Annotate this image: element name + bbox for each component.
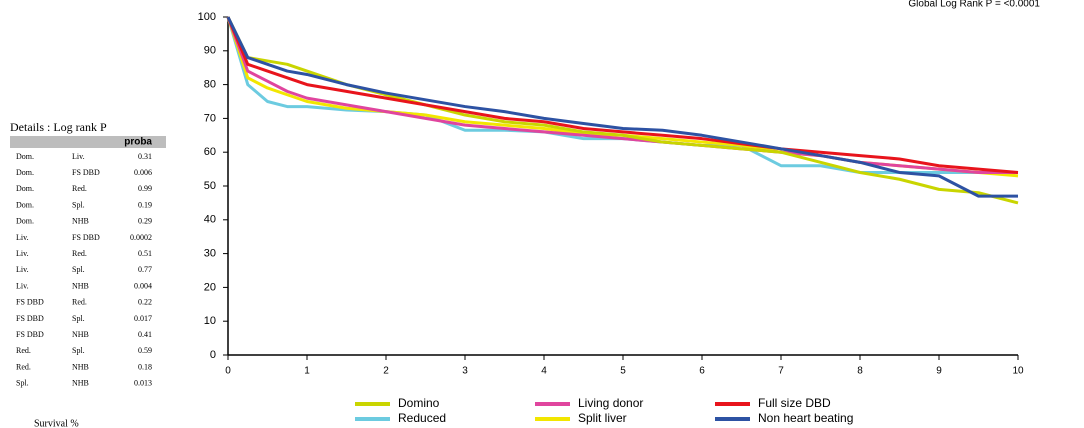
table-title: Details : Log rank P <box>10 120 107 134</box>
table-cell: 0.22 <box>138 298 152 307</box>
table-cell: FS DBD <box>16 298 44 307</box>
y-tick-label: 10 <box>204 315 216 327</box>
table-cell: Liv. <box>16 233 29 242</box>
legend-label: Split liver <box>578 411 627 425</box>
legend-label: Reduced <box>398 411 446 425</box>
survival-line <box>226 16 1018 174</box>
x-tick-label: 4 <box>541 366 547 377</box>
y-tick-label: 50 <box>204 180 216 192</box>
y-label: Survival % <box>34 418 79 428</box>
legend-label: Non heart beating <box>758 411 853 425</box>
table-cell: NHB <box>72 330 89 339</box>
table-cell: 0.41 <box>138 330 152 339</box>
table-cell: FS DBD <box>72 168 100 177</box>
table-cell: Liv. <box>72 152 85 161</box>
x-tick-label: 3 <box>462 366 468 377</box>
table-cell: 0.51 <box>138 249 152 258</box>
table-cell: Liv. <box>16 281 29 290</box>
x-tick-label: 10 <box>1012 366 1024 377</box>
table-header-bar <box>10 136 166 148</box>
legend-label: Full size DBD <box>758 396 831 410</box>
legend-label: Living donor <box>578 396 643 410</box>
survival-line <box>226 16 1018 198</box>
table-cell: Red. <box>72 298 87 307</box>
table-cell: 0.19 <box>138 200 152 209</box>
survival-line <box>226 16 1019 205</box>
y-tick-label: 40 <box>204 214 216 226</box>
table-cell: 0.017 <box>134 314 152 323</box>
table-cell: NHB <box>72 217 89 226</box>
table-cell: Spl. <box>16 379 29 388</box>
table-cell: Liv. <box>16 249 29 258</box>
survival-line <box>226 16 1018 174</box>
table-cell: Red. <box>72 184 87 193</box>
table-cell: Red. <box>16 346 31 355</box>
table-cell: NHB <box>72 281 89 290</box>
legend-label: Domino <box>398 396 440 410</box>
x-tick-label: 1 <box>304 366 310 377</box>
table-cell: 0.0002 <box>130 233 152 242</box>
annotation: Global Log Rank P = <0.0001 <box>908 0 1040 10</box>
table-cell: Dom. <box>16 152 34 161</box>
table-cell: Dom. <box>16 168 34 177</box>
table-cell: 0.59 <box>138 346 152 355</box>
table-cell: NHB <box>72 379 89 388</box>
table-cell: FS DBD <box>72 233 100 242</box>
table-cell: Dom. <box>16 217 34 226</box>
table-cell: Spl. <box>72 200 85 209</box>
x-tick-label: 0 <box>225 366 231 377</box>
table-cell: Red. <box>72 249 87 258</box>
y-tick-label: 0 <box>210 349 216 361</box>
y-tick-label: 90 <box>204 45 216 57</box>
x-tick-label: 5 <box>620 366 626 377</box>
y-tick-label: 60 <box>204 146 216 158</box>
table-cell: Red. <box>16 362 31 371</box>
survival-line <box>226 16 1019 178</box>
table-cell: FS DBD <box>16 314 44 323</box>
table-cell: Dom. <box>16 200 34 209</box>
y-tick-label: 20 <box>204 281 216 293</box>
y-tick-label: 80 <box>204 79 216 91</box>
table-header: proba <box>124 137 152 148</box>
x-tick-label: 2 <box>383 366 389 377</box>
x-tick-label: 9 <box>936 366 942 377</box>
survival-line <box>226 16 1019 174</box>
table-cell: 0.006 <box>134 168 152 177</box>
x-tick-label: 6 <box>699 366 705 377</box>
y-tick-label: 100 <box>198 11 216 23</box>
table-cell: FS DBD <box>16 330 44 339</box>
table-cell: Dom. <box>16 184 34 193</box>
table-cell: 0.31 <box>138 152 152 161</box>
table-cell: Spl. <box>72 314 85 323</box>
x-tick-label: 7 <box>778 366 784 377</box>
table-cell: Spl. <box>72 346 85 355</box>
table-cell: Spl. <box>72 265 85 274</box>
x-tick-label: 8 <box>857 366 863 377</box>
table-cell: 0.013 <box>134 379 152 388</box>
table-cell: 0.004 <box>134 281 152 290</box>
table-cell: Liv. <box>16 265 29 274</box>
table-cell: 0.77 <box>138 265 152 274</box>
table-cell: 0.29 <box>138 217 152 226</box>
table-cell: 0.18 <box>138 362 152 371</box>
y-tick-label: 30 <box>204 248 216 260</box>
y-tick-label: 70 <box>204 112 216 124</box>
table-cell: NHB <box>72 362 89 371</box>
table-cell: 0.99 <box>138 184 152 193</box>
